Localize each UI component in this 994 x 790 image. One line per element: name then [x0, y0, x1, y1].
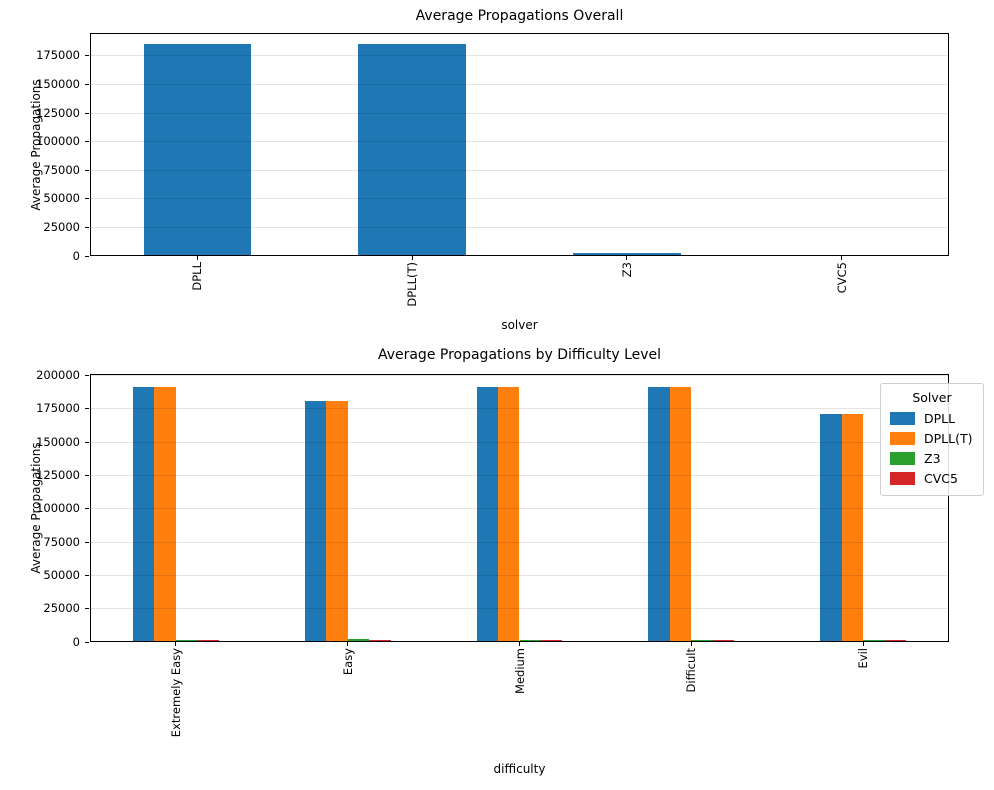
legend-label: DPLL: [924, 410, 956, 426]
y-tickmark: [85, 474, 89, 476]
x-tickmark: [519, 642, 520, 646]
bar-dpll-evil: [820, 414, 842, 642]
y-tickmark: [85, 112, 89, 114]
y-tickmark: [85, 374, 89, 376]
legend-swatch-z3: [890, 451, 915, 465]
x-tickmark: [347, 642, 349, 646]
y-tick-label: 175000: [36, 48, 80, 63]
y-tick-label: 50000: [43, 191, 80, 206]
bar-solver-dpll: [143, 44, 252, 256]
x-tickmark: [862, 642, 864, 646]
x-tick-label: DPLL(T): [405, 262, 420, 307]
y-tickmark: [85, 441, 89, 443]
bar-cvc5-evil: [884, 640, 907, 642]
x-tick-label: Z3: [619, 262, 634, 278]
bar-z3-easy: [347, 638, 370, 642]
bar-dpll-t-easy: [326, 400, 348, 642]
y-tick-label: 75000: [43, 162, 80, 177]
bar-dpll-extremely-easy: [132, 387, 155, 642]
bar-cvc5-medium: [540, 640, 563, 642]
legend-row-dpll-t: DPLL(T): [890, 428, 974, 448]
y-tick-label: 25000: [43, 601, 80, 616]
y-tick-label: 125000: [36, 467, 80, 482]
y-tickmark: [85, 169, 89, 171]
y-tickmark: [85, 541, 89, 543]
y-tick-label: 0: [72, 634, 80, 649]
legend-row-z3: Z3: [890, 448, 974, 468]
gridline: [90, 374, 949, 376]
bar-cvc5-extremely-easy: [197, 640, 219, 642]
y-tickmark: [85, 255, 89, 257]
legend-label: CVC5: [924, 470, 958, 486]
y-tick-label: 75000: [43, 534, 80, 549]
y-tickmark: [85, 141, 89, 143]
x-tickmark: [196, 256, 198, 260]
bar-cvc5-easy: [369, 640, 391, 642]
x-tick-label: Medium: [512, 648, 527, 694]
y-tickmark: [85, 198, 89, 200]
legend: Solver DPLL DPLL(T) Z3 CVC5: [880, 383, 984, 496]
y-tick-label: 200000: [36, 367, 80, 382]
y-tickmark: [85, 574, 89, 576]
bar-dpll-t-evil: [841, 414, 864, 642]
x-tickmark: [841, 256, 843, 260]
legend-label: DPLL(T): [924, 430, 973, 446]
legend-swatch-cvc5: [890, 471, 915, 485]
x-tickmark: [690, 642, 692, 646]
y-tick-label: 150000: [36, 434, 80, 449]
bar-cvc5-difficult: [712, 640, 735, 642]
bar-dpll-easy: [304, 400, 327, 642]
bar-dpll-difficult: [648, 387, 670, 642]
x-tick-label: Extremely Easy: [168, 648, 183, 738]
bar-z3-extremely-easy: [175, 640, 198, 642]
bar-dpll-t-medium: [498, 387, 520, 642]
legend-swatch-dpll: [890, 411, 915, 425]
y-tickmark: [85, 83, 89, 85]
legend-row-cvc5: CVC5: [890, 468, 974, 488]
y-axis-label: Average Propagations: [29, 78, 43, 211]
y-tickmark: [85, 408, 89, 410]
y-tick-label: 0: [72, 248, 80, 263]
y-tick-label: 50000: [43, 567, 80, 582]
y-tickmark: [85, 608, 89, 610]
bar-solver-z3: [573, 253, 681, 256]
x-tickmark: [411, 256, 413, 260]
x-axis-label: difficulty: [493, 762, 546, 776]
y-tick-label: 25000: [43, 219, 80, 234]
bar-dpll-t-extremely-easy: [154, 387, 176, 642]
y-tick-label: 100000: [36, 501, 80, 516]
y-tickmark: [85, 226, 89, 228]
bar-dpll-t-difficult: [669, 387, 692, 642]
bar-solver-dpll-t: [358, 44, 466, 256]
bar-z3-evil: [863, 640, 885, 642]
legend-swatch-dpll-t: [890, 431, 915, 445]
x-tick-label: Evil: [856, 648, 871, 669]
chart-title: Average Propagations by Difficulty Level: [377, 347, 662, 363]
chart-title: Average Propagations Overall: [415, 8, 624, 24]
bar-z3-difficult: [691, 640, 713, 642]
y-tick-label: 150000: [36, 76, 80, 91]
x-tickmark: [175, 642, 177, 646]
x-tick-label: DPLL: [190, 262, 205, 291]
y-tickmark: [85, 641, 89, 643]
x-axis-label: solver: [501, 318, 538, 332]
x-tick-label: Easy: [340, 648, 355, 676]
x-tickmark: [626, 256, 628, 260]
y-tick-label: 175000: [36, 401, 80, 416]
y-tick-label: 100000: [36, 134, 80, 149]
legend-title: Solver: [912, 390, 952, 405]
x-tick-label: Difficult: [684, 648, 699, 693]
legend-label: Z3: [924, 450, 941, 466]
y-tick-label: 125000: [36, 105, 80, 120]
gridline: [90, 408, 949, 410]
bar-z3-medium: [519, 640, 541, 642]
y-tickmark: [85, 508, 89, 510]
bar-dpll-medium: [476, 387, 499, 642]
y-tickmark: [85, 55, 89, 57]
y-axis-label: Average Propagations: [29, 442, 43, 574]
legend-row-dpll: DPLL: [890, 408, 974, 428]
x-tick-label: CVC5: [834, 262, 849, 294]
